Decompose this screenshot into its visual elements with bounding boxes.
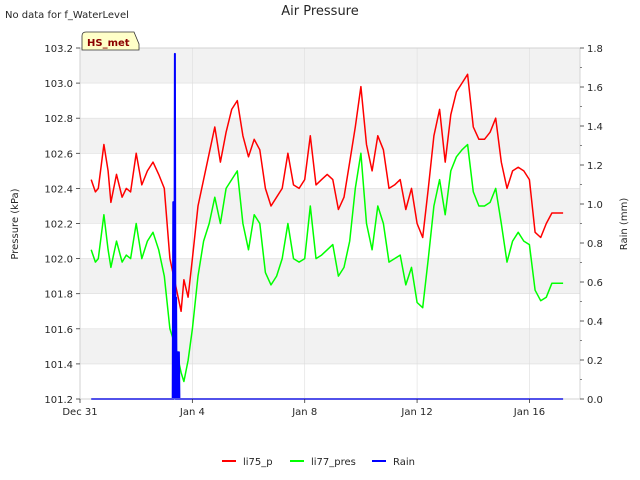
- x-tick-label: Jan 16: [513, 407, 545, 418]
- y2-tick-label: 1.0: [587, 200, 603, 211]
- y-tick-label: 101.2: [44, 395, 73, 406]
- plot-band: [80, 258, 580, 294]
- plot-band: [80, 363, 580, 399]
- y-axis-right: 0.0 0.2 0.4 0.6 0.8 1.0 1.2 1.4 1.6 1.8: [580, 44, 603, 406]
- plot-band: [80, 118, 580, 154]
- plot-band: [80, 293, 580, 329]
- no-data-note: No data for f_WaterLevel: [5, 10, 129, 21]
- y2-tick-label: 1.6: [587, 83, 603, 94]
- legend: li75_p li77_pres Rain: [222, 457, 415, 468]
- y2-tick-label: 1.2: [587, 161, 603, 172]
- y2-tick-label: 1.4: [587, 122, 603, 133]
- legend-label: Rain: [393, 457, 415, 468]
- y-tick-label: 102.2: [44, 220, 73, 231]
- y2-axis-label: Rain (mm): [619, 198, 630, 251]
- y-tick-label: 103.0: [44, 79, 73, 90]
- x-tick-label: Jan 8: [291, 407, 317, 418]
- plot-band: [80, 223, 580, 259]
- legend-item: li77_pres: [290, 457, 356, 468]
- y2-tick-label: 0.6: [587, 278, 603, 289]
- x-tick-label: Jan 12: [400, 407, 432, 418]
- y-tick-label: 102.6: [44, 149, 73, 160]
- chart-title: Air Pressure: [281, 4, 359, 19]
- y2-tick-label: 0.8: [587, 239, 603, 250]
- series-line-li75-p: [90, 73, 564, 313]
- y-tick-label: 101.6: [44, 325, 73, 336]
- plot-band: [80, 188, 580, 224]
- x-axis: Dec 31 Jan 4 Jan 8 Jan 12 Jan 16: [62, 399, 545, 418]
- y2-tick-label: 0.0: [587, 395, 603, 406]
- y-tick-label: 102.0: [44, 255, 73, 266]
- y-tick-label: 101.8: [44, 290, 73, 301]
- y-tick-label: 101.4: [44, 360, 73, 371]
- y-axis-label: Pressure (kPa): [10, 188, 21, 259]
- hs-met-badge: HS_met: [81, 31, 140, 51]
- x-tick-label: Jan 4: [179, 407, 205, 418]
- y-tick-label: 102.8: [44, 114, 73, 125]
- y2-tick-label: 0.2: [587, 356, 603, 367]
- y-tick-label: 103.2: [44, 44, 73, 55]
- legend-item: li75_p: [222, 457, 273, 468]
- plot-band: [80, 153, 580, 189]
- plot-band: [80, 48, 580, 84]
- legend-item: Rain: [372, 457, 415, 468]
- badge-label: HS_met: [87, 38, 130, 49]
- y-axis-left: 101.2 101.4 101.6 101.8 102.0 102.2 102.4 102.6…: [44, 44, 80, 406]
- legend-label: li75_p: [243, 457, 273, 468]
- plot-band: [80, 328, 580, 364]
- x-tick-label: Dec 31: [62, 407, 97, 418]
- series-line-li77-pres: [90, 143, 564, 383]
- plot-band: [80, 83, 580, 119]
- legend-label: li77_pres: [311, 457, 356, 468]
- y2-tick-label: 0.4: [587, 317, 603, 328]
- y-tick-label: 102.4: [44, 184, 73, 195]
- plot-area: [80, 48, 580, 399]
- y2-tick-label: 1.8: [587, 44, 603, 55]
